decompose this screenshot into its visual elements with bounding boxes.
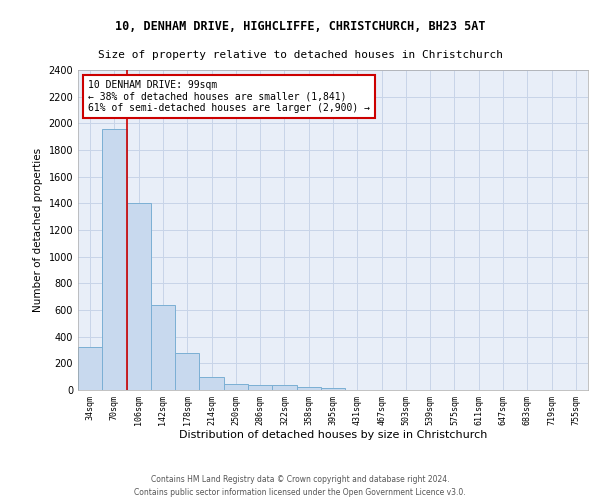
Y-axis label: Number of detached properties: Number of detached properties (33, 148, 43, 312)
Bar (199, 376, 224, 390)
Bar (296, 387, 321, 390)
Bar (224, 384, 248, 390)
Text: Size of property relative to detached houses in Christchurch: Size of property relative to detached ho… (97, 50, 503, 60)
Bar (151, 304, 175, 390)
Text: 10 DENHAM DRIVE: 99sqm
← 38% of detached houses are smaller (1,841)
61% of semi-: 10 DENHAM DRIVE: 99sqm ← 38% of detached… (88, 80, 370, 113)
Text: Contains public sector information licensed under the Open Government Licence v3: Contains public sector information licen… (134, 488, 466, 497)
Text: 10, DENHAM DRIVE, HIGHCLIFFE, CHRISTCHURCH, BH23 5AT: 10, DENHAM DRIVE, HIGHCLIFFE, CHRISTCHUR… (115, 20, 485, 33)
Bar (78, 346, 102, 390)
Bar (175, 354, 199, 390)
Bar (321, 388, 345, 390)
Bar (272, 385, 296, 390)
Text: Contains HM Land Registry data © Crown copyright and database right 2024.: Contains HM Land Registry data © Crown c… (151, 476, 449, 484)
Bar (102, 128, 127, 390)
X-axis label: Distribution of detached houses by size in Christchurch: Distribution of detached houses by size … (179, 430, 487, 440)
Bar (127, 204, 151, 390)
Bar (248, 385, 272, 390)
